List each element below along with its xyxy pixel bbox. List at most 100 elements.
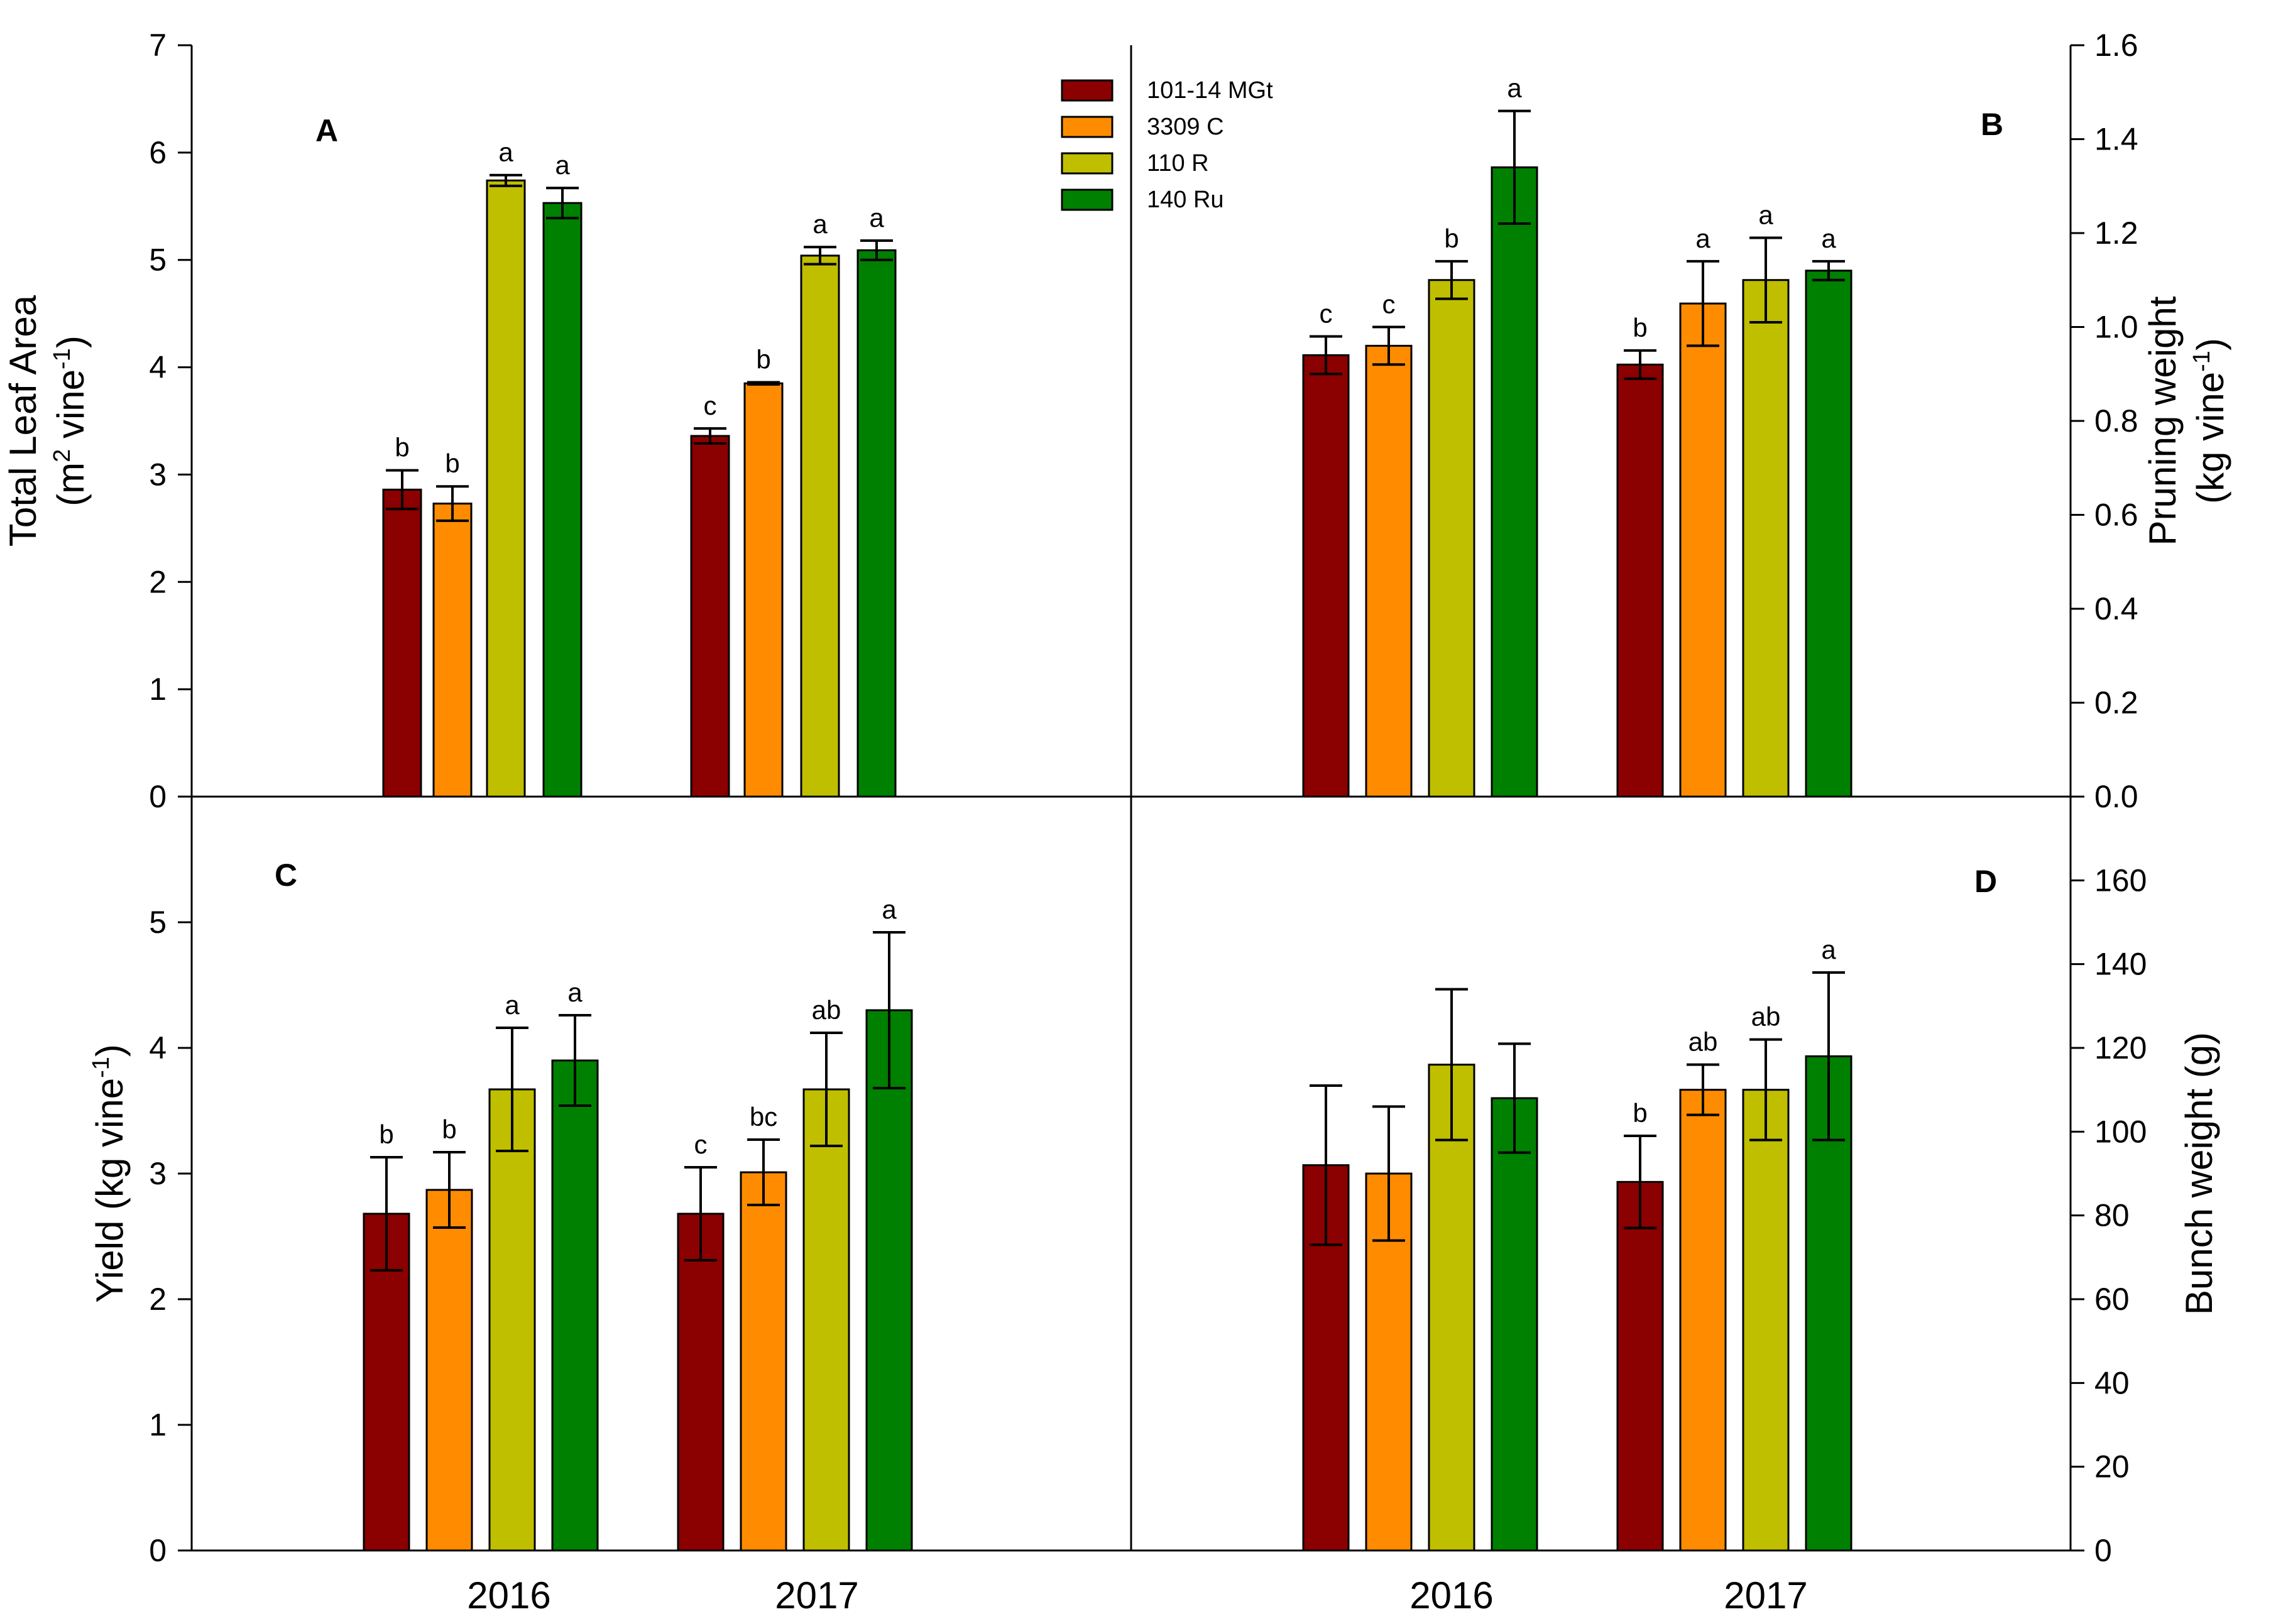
y-tick-label-a: 6 — [149, 135, 167, 170]
bar-c — [425, 1189, 473, 1552]
y-tick-label-d: 40 — [2094, 1365, 2130, 1400]
bar-b — [1679, 302, 1727, 798]
x-category-label: 2017 — [775, 1574, 858, 1616]
bar-c — [488, 1088, 536, 1552]
bar-a — [486, 179, 526, 798]
y-tick-label-a: 1 — [149, 672, 167, 707]
y-tick-label-d: 20 — [2094, 1449, 2130, 1485]
y-axis-superscript: 2 — [49, 449, 75, 462]
bar-a — [690, 435, 730, 798]
bar-c — [740, 1171, 787, 1552]
bar-b — [1616, 363, 1664, 798]
bar-a — [856, 249, 897, 798]
y-axis-title-b: Pruning weight (kg vine-1) — [2142, 296, 2231, 545]
y-axis-text: (m — [50, 462, 92, 506]
significance-letter-d: a — [1821, 935, 1836, 964]
legend-swatch — [1061, 152, 1114, 175]
significance-letter-c: a — [882, 895, 897, 924]
y-axis-text: ) — [89, 1044, 131, 1057]
x-category-label: 2016 — [1409, 1574, 1493, 1616]
bar-b — [1742, 279, 1790, 798]
significance-letter-d: ab — [1688, 1027, 1718, 1057]
bar-c — [802, 1088, 850, 1552]
bar-b — [1428, 279, 1475, 798]
significance-letter-a: c — [704, 391, 717, 420]
y-tick-label-c: 0 — [149, 1533, 167, 1568]
y-axis-text: Yield (kg vine — [89, 1078, 131, 1303]
bar-a — [800, 254, 840, 798]
y-axis-title-d: Bunch weight (g) — [2178, 1032, 2220, 1315]
legend: 101-14 MGt 3309 C 110 R 140 Ru — [1061, 77, 1273, 213]
significance-letter-b: b — [1444, 224, 1458, 253]
significance-letter-a: b — [445, 449, 459, 478]
y-axis-title-line2-a: (m2 vine-1) — [49, 335, 92, 506]
bar-d — [1679, 1089, 1727, 1552]
y-tick-label-b: 0.4 — [2094, 591, 2138, 626]
bar-b — [1365, 344, 1413, 798]
y-tick-label-a: 4 — [149, 350, 167, 385]
y-axis-title-c: Yield (kg vine-1) — [88, 1044, 131, 1303]
y-axis-text: ) — [2189, 338, 2231, 351]
y-tick-label-b: 0.2 — [2094, 685, 2138, 721]
significance-letter-b: c — [1320, 298, 1333, 328]
legend-entry-label: 110 R — [1147, 150, 1209, 177]
legend-swatch — [1061, 188, 1114, 211]
legend-swatch — [1061, 79, 1114, 102]
y-tick-label-a: 2 — [149, 564, 167, 599]
bar-c — [865, 1009, 913, 1552]
legend-entry-label: 140 Ru — [1147, 187, 1224, 213]
significance-letter-b: a — [1821, 224, 1836, 253]
y-tick-label-b: 1.6 — [2094, 28, 2138, 63]
y-axis-title-line2-b: (kg vine-1) — [2189, 338, 2231, 504]
y-tick-label-c: 2 — [149, 1282, 167, 1317]
legend-entry-label: 3309 C — [1147, 114, 1224, 140]
significance-letter-c: a — [505, 990, 520, 1020]
y-tick-label-d: 120 — [2094, 1030, 2147, 1065]
y-axis-title-line1-a: Total Leaf Area — [2, 295, 44, 547]
bar-d — [1616, 1180, 1664, 1552]
significance-letter-c: ab — [812, 995, 841, 1025]
panel-label-a: A — [315, 113, 338, 148]
bar-b — [1302, 354, 1350, 798]
y-axis-title-line1-b: Pruning weight — [2142, 296, 2184, 545]
bar-b — [1491, 166, 1538, 798]
y-tick-label-b: 0.0 — [2094, 779, 2138, 814]
significance-letter-b: a — [1507, 74, 1522, 103]
significance-letter-a: a — [555, 150, 570, 180]
y-tick-label-b: 0.6 — [2094, 498, 2138, 533]
legend-swatch — [1061, 116, 1114, 138]
y-axis-superscript: -1 — [88, 1057, 114, 1078]
y-axis-title-line2-c: Yield (kg vine-1) — [88, 1044, 131, 1303]
bar-c — [551, 1059, 599, 1552]
significance-letter-a: a — [869, 203, 884, 232]
significance-letter-a: b — [395, 433, 409, 462]
y-axis-title-a: Total Leaf Area (m2 vine-1) — [2, 295, 92, 547]
y-tick-label-d: 160 — [2094, 863, 2147, 898]
y-axis-superscript: -1 — [2189, 351, 2215, 372]
significance-letter-b: b — [1633, 313, 1647, 342]
y-axis-text: Bunch weight (g) — [2178, 1032, 2220, 1315]
bar-a — [542, 202, 583, 798]
y-tick-label-d: 80 — [2094, 1198, 2130, 1233]
y-tick-label-a: 3 — [149, 457, 167, 492]
significance-letter-a: b — [756, 344, 770, 374]
panel-label-b: B — [1981, 107, 2003, 142]
y-tick-label-d: 60 — [2094, 1282, 2130, 1317]
y-tick-label-d: 140 — [2094, 947, 2147, 982]
y-tick-label-b: 0.8 — [2094, 403, 2138, 439]
y-tick-label-a: 0 — [149, 779, 167, 814]
y-tick-label-c: 4 — [149, 1030, 167, 1065]
significance-letter-b: a — [1695, 224, 1710, 253]
y-tick-label-b: 1.0 — [2094, 310, 2138, 345]
significance-letter-c: c — [694, 1130, 708, 1159]
y-axis-text: (kg vine — [2189, 372, 2231, 504]
bar-c — [677, 1213, 725, 1552]
y-tick-label-b: 1.4 — [2094, 122, 2138, 157]
significance-letter-b: a — [1758, 200, 1773, 229]
y-axis-text: vine — [50, 369, 92, 449]
significance-letter-d: b — [1633, 1098, 1647, 1128]
y-tick-label-b: 1.2 — [2094, 215, 2138, 251]
